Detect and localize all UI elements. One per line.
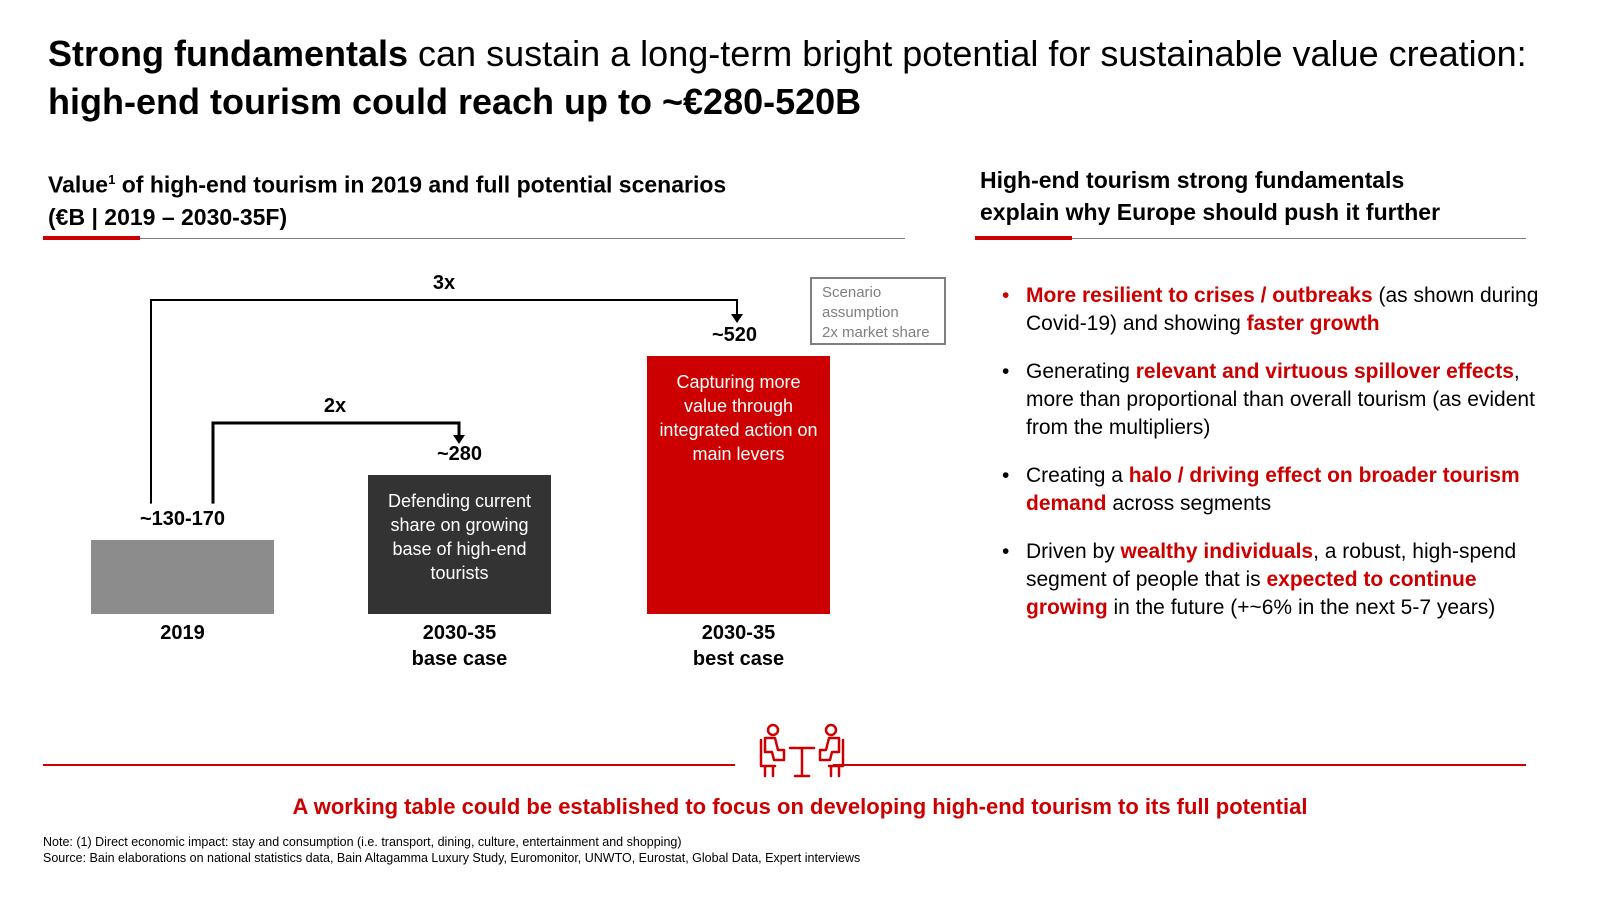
fundamentals-bullet: • More resilient to crises / outbreaks (a… (1000, 282, 1560, 338)
fundamentals-section-title: High-end tourism strong fundamentals exp… (980, 167, 1441, 225)
chart-section-accent (43, 236, 140, 240)
bar-2-description: Defending current share on growing base … (387, 491, 532, 584)
value-label-3: ~520 (711, 324, 758, 346)
meeting-table-icon (757, 722, 847, 778)
fundamentals-list: • More resilient to crises / outbreaks (a… (1000, 282, 1560, 642)
bullet-text: Generating (1026, 360, 1136, 383)
bottom-divider-left (43, 764, 735, 766)
category-label-line: best case (692, 648, 785, 670)
bullet-text: in the future (+~6% in the next 5-7 year… (1107, 596, 1496, 619)
chart-section-rule (43, 238, 905, 239)
bullet-text: Driven by (1026, 540, 1121, 563)
bullet-marker: • (1002, 360, 1010, 383)
chart-section-title: Value1 of high-end tourism in 2019 and f… (48, 171, 727, 230)
category-label-line: base case (411, 648, 508, 670)
bar-2 (368, 475, 551, 614)
category-label-line: 2019 (160, 622, 205, 644)
bullet-text: (as shown during Covid-19) and showing (1026, 284, 1539, 335)
bullet-marker: • (1002, 284, 1010, 307)
bullet-text: Creating a (1026, 464, 1129, 487)
category-label-1: 2019 (83, 620, 283, 646)
multiplier-label-2x: 2x (323, 395, 347, 417)
bullet-text: , a robust, high-spend segment of people… (1026, 540, 1517, 591)
footnote: Note: (1) Direct economic impact: stay a… (43, 835, 861, 865)
bottom-divider-right (833, 764, 1526, 766)
fundamentals-section-rule (975, 238, 1526, 239)
connector-3x (150, 299, 738, 504)
bullet-highlight: wealthy individuals (1120, 540, 1314, 563)
fundamentals-bullet: • Generating relevant and virtuous spillo… (1000, 358, 1560, 442)
bullet-highlight: More resilient to crises / outbreaks (1026, 284, 1373, 307)
fundamentals-section-accent (975, 236, 1072, 240)
page-title: Strong fundamentals can sustain a long-t… (48, 33, 1527, 122)
category-label-2: 2030-35 base case (360, 620, 560, 672)
connector-2x (211, 421, 461, 504)
bullet-highlight: expected to continue growing (1026, 568, 1477, 619)
bullet-marker: • (1002, 540, 1010, 563)
multiplier-label-3x: 3x (432, 272, 456, 294)
connector-2x-arrowhead (453, 435, 465, 444)
bullet-highlight: faster growth (1246, 312, 1380, 335)
category-label-line: 2030-35 (701, 622, 776, 644)
bar-3-description: Capturing more value through integrated … (659, 372, 818, 464)
chart-connectors (150, 299, 743, 504)
bar-3 (647, 356, 830, 614)
category-label-line: 2030-35 (422, 622, 497, 644)
fundamentals-bullet: • Creating a halo / driving effect on bro… (1000, 462, 1560, 518)
value-label-2: ~280 (436, 443, 483, 466)
bullet-text: across segments (1106, 492, 1272, 515)
bullet-highlight: halo / driving effect on broader tourism… (1026, 464, 1520, 515)
scenario-callout: Scenario assumption 2x market share (810, 277, 946, 345)
bullet-text: , more than proportional than overall to… (1026, 360, 1535, 439)
bullet-marker: • (1002, 464, 1010, 487)
bullet-highlight: relevant and virtuous spillover effects (1135, 360, 1514, 383)
value-label-1: ~130-170 (139, 507, 226, 530)
bar-1 (91, 539, 274, 614)
bottom-message: A working table could be established to … (292, 794, 1308, 819)
value-chart: Scenario assumption 2x market share ~130… (40, 255, 946, 695)
connector-3x-arrowhead (731, 314, 743, 323)
fundamentals-bullet: • Driven by wealthy individuals, a robust… (1000, 538, 1560, 622)
category-label-3: 2030-35 best case (639, 620, 839, 672)
